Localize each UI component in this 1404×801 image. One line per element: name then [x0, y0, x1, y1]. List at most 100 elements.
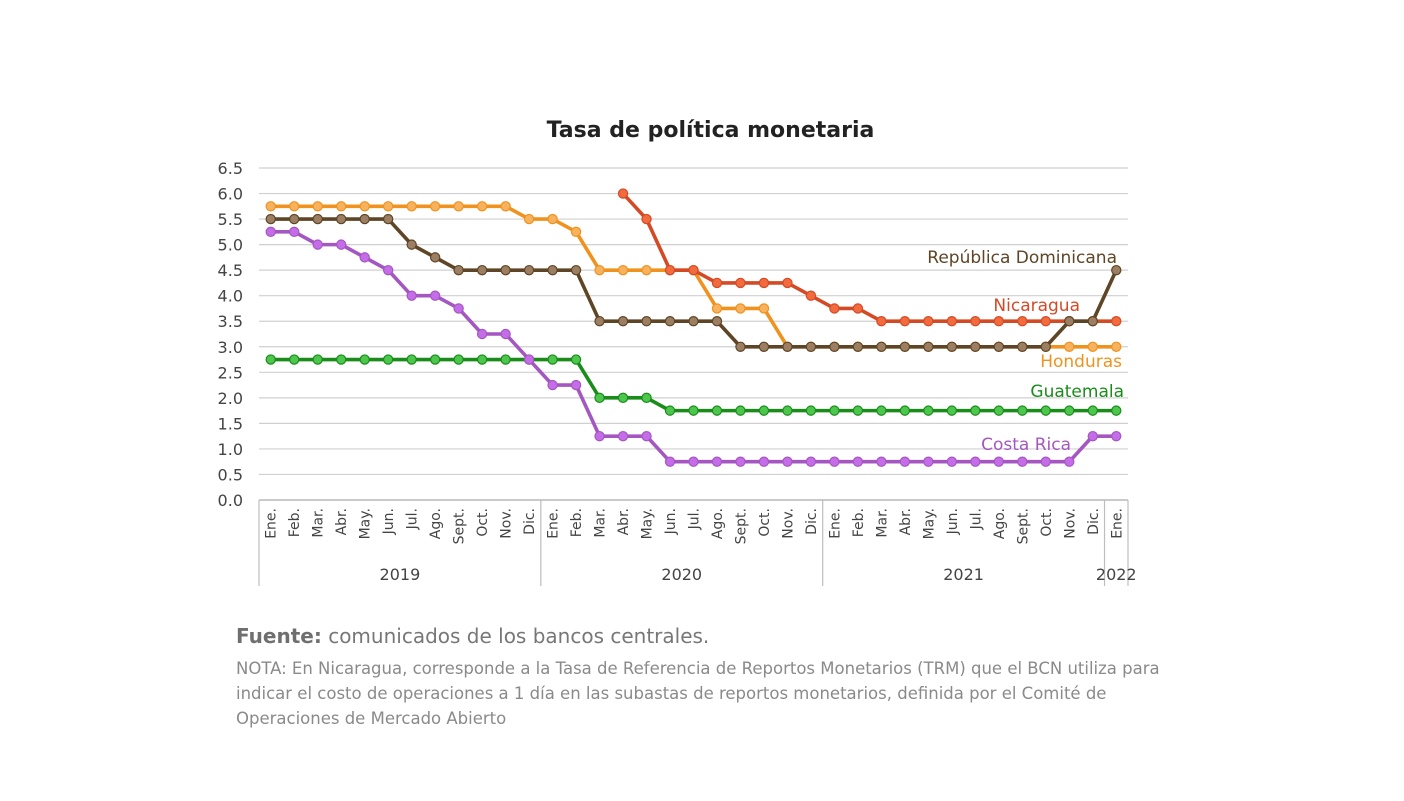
data-point	[336, 213, 347, 225]
data-point	[1017, 316, 1028, 327]
x-tick-label: Feb.	[569, 508, 585, 537]
x-tick-label: Dic.	[522, 508, 538, 535]
data-point	[829, 456, 840, 467]
data-point	[993, 456, 1005, 467]
data-point	[406, 239, 417, 250]
data-point	[641, 264, 652, 276]
data-point	[265, 201, 276, 212]
data-point	[429, 290, 441, 301]
data-point	[758, 277, 770, 289]
year-label: 2021	[943, 565, 984, 584]
data-point	[711, 456, 723, 467]
data-point	[1111, 430, 1122, 442]
x-tick-label: Dic.	[804, 508, 820, 535]
data-point	[876, 316, 887, 327]
data-point	[594, 264, 605, 276]
data-point	[617, 264, 629, 276]
data-point	[1017, 341, 1028, 352]
data-point	[500, 201, 511, 212]
data-point	[923, 316, 934, 327]
x-tick-label: Ago.	[992, 508, 1008, 539]
data-point	[359, 213, 370, 225]
data-point	[547, 264, 558, 276]
data-point	[617, 430, 629, 442]
data-point	[1111, 341, 1122, 352]
data-point	[711, 303, 723, 314]
x-tick-label: Mar.	[311, 508, 327, 538]
data-point	[782, 277, 793, 289]
data-point	[617, 392, 629, 404]
data-point	[570, 379, 582, 391]
data-point	[265, 213, 276, 225]
data-point	[735, 405, 746, 416]
chart-title: Tasa de política monetaria	[546, 118, 875, 143]
data-point	[336, 201, 347, 212]
x-tick-label: Jul.	[687, 508, 703, 530]
x-tick-label: May.	[358, 508, 374, 539]
data-point	[523, 264, 535, 276]
data-point	[735, 277, 746, 289]
data-point	[876, 341, 887, 352]
data-point	[993, 405, 1005, 416]
data-point	[664, 264, 676, 276]
data-point	[758, 303, 770, 314]
data-point	[758, 405, 770, 416]
data-point	[406, 354, 417, 365]
series-labels: Honduras Nicaragua Guatemala Costa Rica Repú…	[927, 248, 1124, 455]
data-point	[359, 354, 370, 365]
data-point	[312, 201, 323, 212]
x-tick-label: Abr.	[334, 508, 350, 535]
data-point	[829, 303, 840, 314]
data-point	[1087, 341, 1098, 352]
series-label: Honduras	[1040, 352, 1122, 372]
series-3	[265, 226, 1122, 467]
data-point	[876, 405, 887, 416]
data-point	[664, 405, 676, 416]
x-tick-label: Ene.	[1109, 508, 1125, 539]
y-axis-ticks: 0.0 0.5 1.0 1.5 2.0 2.5 3.0 3.5 4.0 4.5 5.0 5.5 6.0 6…	[218, 159, 243, 510]
y-tick-label: 1.0	[218, 440, 243, 459]
x-tick-label: Nov.	[499, 508, 515, 539]
x-tick-label: Oct.	[475, 508, 491, 537]
data-point	[594, 392, 605, 404]
data-point	[617, 316, 629, 327]
data-point	[688, 264, 699, 276]
year-label: 2022	[1096, 565, 1137, 584]
y-tick-label: 0.0	[218, 491, 243, 510]
y-tick-label: 3.0	[218, 338, 243, 357]
data-point	[453, 354, 464, 365]
data-point	[312, 239, 323, 250]
series-label: República Dominicana	[927, 248, 1117, 268]
data-point	[970, 316, 981, 327]
data-point	[1064, 405, 1075, 416]
x-tick-label: Feb.	[287, 508, 303, 537]
year-label: 2019	[380, 565, 421, 584]
data-point	[970, 405, 981, 416]
data-point	[1040, 341, 1051, 352]
x-tick-label: Abr.	[898, 508, 914, 535]
data-point	[453, 264, 464, 276]
data-point	[876, 456, 887, 467]
x-tick-label: Jun.	[663, 508, 679, 535]
data-point	[1087, 405, 1098, 416]
data-point	[923, 341, 934, 352]
data-point	[711, 277, 723, 289]
data-point	[1111, 316, 1122, 327]
data-point	[570, 226, 582, 238]
x-tick-label: Mar.	[874, 508, 890, 538]
data-point	[570, 264, 582, 276]
x-tick-label: Mar.	[593, 508, 609, 538]
x-tick-label: Jul.	[405, 508, 421, 530]
data-point	[453, 303, 464, 314]
data-point	[617, 188, 629, 199]
source-line: Fuente: comunicados de los bancos centra…	[236, 624, 709, 648]
series-4	[265, 213, 1122, 352]
data-point	[1064, 341, 1075, 352]
data-point	[1111, 405, 1122, 416]
data-point	[946, 316, 958, 327]
data-point	[852, 341, 864, 352]
data-point	[993, 341, 1005, 352]
x-axis: Ene. Feb. Mar. Abr. May. Jun. Jul. Ago. Sept. Oct…	[258, 499, 1137, 586]
x-tick-label: Ene.	[264, 508, 280, 539]
data-point	[570, 354, 582, 365]
